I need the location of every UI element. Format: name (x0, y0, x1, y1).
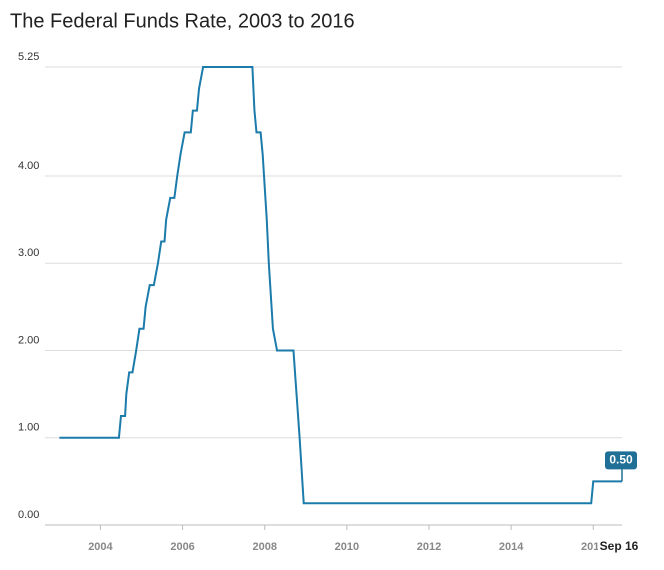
x-tick-label: 2004 (88, 541, 113, 553)
x-cursor-label: Sep 16 (600, 539, 639, 553)
y-tick-label: 3.00 (18, 247, 39, 259)
x-tick-label: 2010 (335, 541, 359, 553)
y-tick-label: 1.00 (18, 422, 39, 434)
y-tick-label: 2.00 (18, 334, 39, 346)
x-tick-label: 2006 (170, 541, 194, 553)
line (59, 66, 622, 505)
y-tick-label: 0.00 (18, 509, 39, 521)
y-tick-label: 5.25 (18, 51, 39, 63)
x-tick-label: 2014 (499, 541, 524, 553)
x-label-box (598, 537, 640, 557)
value-label-box (605, 451, 637, 470)
value-label: 0.50 (609, 453, 633, 467)
y-tick-label: 4.00 (18, 160, 39, 172)
x-tick-label: 2008 (252, 541, 276, 553)
chart-title: The Federal Funds Rate, 2003 to 2016 (10, 10, 355, 32)
x-tick-label: 2012 (417, 541, 441, 553)
